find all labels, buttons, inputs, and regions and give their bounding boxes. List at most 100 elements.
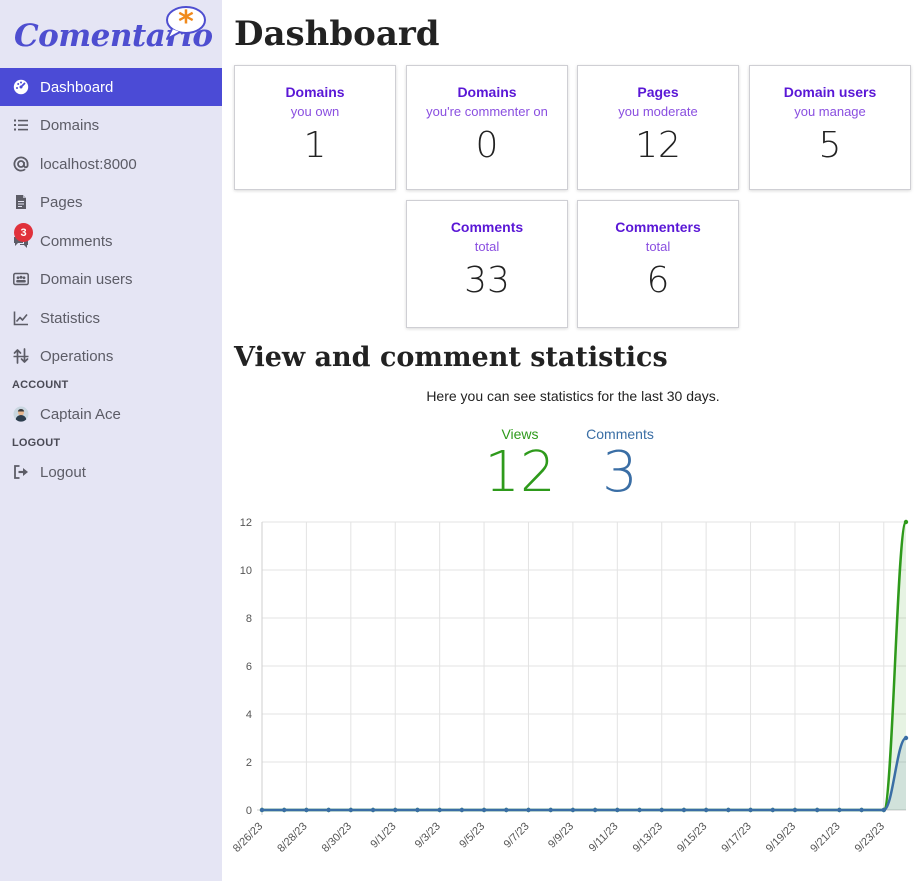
x-tick-label: 9/9/23 (546, 820, 576, 850)
account-section-heading: ACCOUNT (12, 379, 69, 391)
views-value: 12 (484, 440, 556, 505)
x-tick-label: 9/19/23 (764, 820, 798, 854)
avatar-icon (12, 406, 30, 422)
card-title: Comments (450, 219, 524, 235)
sidebar-item-label: Domains (40, 116, 100, 134)
at-icon (12, 156, 30, 172)
data-point (348, 807, 354, 813)
data-point (370, 807, 376, 813)
x-tick-label: 9/15/23 (675, 820, 709, 854)
sidebar-item-label: Statistics (40, 309, 101, 327)
sidebar-item-statistics[interactable]: Statistics (0, 299, 222, 337)
data-point (748, 807, 753, 813)
data-point (859, 807, 864, 813)
card-value: 5 (818, 125, 842, 166)
sidebar-item-label: Domain users (40, 270, 133, 288)
data-point (681, 807, 687, 813)
sidebar: Comentario * Dashboard Domains localhost… (0, 0, 222, 881)
sidebar-item-localhost[interactable]: localhost:8000 (0, 145, 222, 183)
logo-asterisk: * (178, 5, 194, 40)
data-point (504, 807, 509, 813)
sidebar-item-label: Logout (40, 463, 86, 481)
file-icon (12, 194, 30, 210)
data-point (459, 807, 465, 813)
x-tick-label: 9/13/23 (631, 820, 665, 854)
data-point (726, 807, 731, 813)
data-point (437, 807, 442, 813)
data-point (548, 807, 553, 813)
x-tick-label: 9/5/23 (457, 820, 487, 850)
card-title: Domain users (783, 84, 877, 100)
y-tick-label: 10 (240, 565, 252, 577)
x-tick-label: 9/23/23 (853, 820, 887, 854)
sidebar-item-comments[interactable]: 3 Comments (0, 222, 222, 260)
stat-card-commenters[interactable]: Commenters total 6 (577, 200, 739, 328)
data-point (592, 807, 598, 813)
sidebar-item-account-user[interactable]: Captain Ace (0, 395, 222, 433)
card-subtitle: you're commenter on (426, 104, 548, 119)
statistics-line-chart: 0 2 4 6 8 10 12 8/26/23 8/28/23 8/30/23 9/1/23 9/3/… (231, 517, 909, 855)
stat-card-domains-commenter[interactable]: Domains you're commenter on 0 (406, 65, 568, 190)
chart-line-icon (12, 310, 30, 326)
y-tick-label: 12 (240, 517, 252, 529)
data-point (659, 807, 664, 813)
card-value: 1 (303, 125, 327, 166)
data-point (570, 807, 576, 813)
data-point (881, 807, 886, 813)
data-point (814, 807, 820, 813)
stat-card-comments[interactable]: Comments total 33 (406, 200, 568, 328)
data-point (415, 807, 420, 813)
y-tick-label: 2 (246, 757, 252, 769)
views-metric: Views 12 (480, 426, 560, 505)
sidebar-item-label: Comments (40, 232, 113, 250)
series-area-1 (262, 738, 906, 810)
logout-icon (12, 464, 30, 480)
sidebar-item-label: Operations (40, 347, 114, 365)
sidebar-item-domain-users[interactable]: Domain users (0, 260, 222, 298)
x-tick-label: 9/17/23 (719, 820, 753, 854)
sidebar-item-domains[interactable]: Domains (0, 106, 222, 144)
sidebar-item-operations[interactable]: Operations (0, 337, 222, 375)
card-subtitle: you manage (794, 104, 866, 119)
data-point (703, 807, 709, 813)
comments-metric: Comments 3 (575, 426, 665, 505)
sidebar-item-dashboard[interactable]: Dashboard (0, 68, 222, 106)
sidebar-item-label: localhost:8000 (40, 155, 137, 173)
dashboard-icon (12, 79, 30, 95)
stat-card-domains-owned[interactable]: Domains you own 1 (234, 65, 396, 190)
card-value: 12 (635, 125, 681, 166)
data-point (282, 807, 287, 813)
y-tick-label: 8 (246, 613, 252, 625)
statistics-heading: View and comment statistics (234, 342, 668, 373)
comments-count-badge: 3 (14, 223, 33, 242)
card-subtitle: total (474, 239, 500, 254)
card-subtitle: total (645, 239, 671, 254)
card-title: Domains (285, 84, 345, 100)
users-card-icon (12, 271, 30, 287)
x-tick-label: 8/30/23 (320, 820, 354, 854)
y-tick-label: 4 (246, 709, 252, 721)
logo-speech-bubble-icon: * (166, 5, 206, 40)
data-point (903, 735, 909, 741)
y-tick-label: 0 (246, 805, 252, 817)
list-icon (12, 117, 30, 133)
data-point (526, 807, 531, 813)
sidebar-item-logout[interactable]: Logout (0, 453, 222, 491)
x-tick-label: 9/3/23 (413, 820, 443, 850)
sidebar-item-pages[interactable]: Pages (0, 183, 222, 221)
data-point (637, 807, 642, 813)
series-line-1 (261, 736, 908, 812)
x-tick-label: 9/21/23 (808, 820, 842, 854)
card-title: Domains (457, 84, 517, 100)
page-title: Dashboard (234, 14, 440, 54)
sidebar-item-label: Pages (40, 193, 83, 211)
data-point (903, 519, 909, 525)
views-label: Views (501, 426, 539, 442)
comments-value: 3 (602, 440, 638, 505)
x-tick-label: 8/28/23 (275, 820, 309, 854)
x-tick-label: 8/26/23 (231, 820, 265, 854)
sidebar-item-label: Dashboard (40, 78, 114, 96)
stat-card-pages[interactable]: Pages you moderate 12 (577, 65, 739, 190)
y-tick-label: 6 (246, 661, 252, 673)
stat-card-domain-users[interactable]: Domain users you manage 5 (749, 65, 911, 190)
